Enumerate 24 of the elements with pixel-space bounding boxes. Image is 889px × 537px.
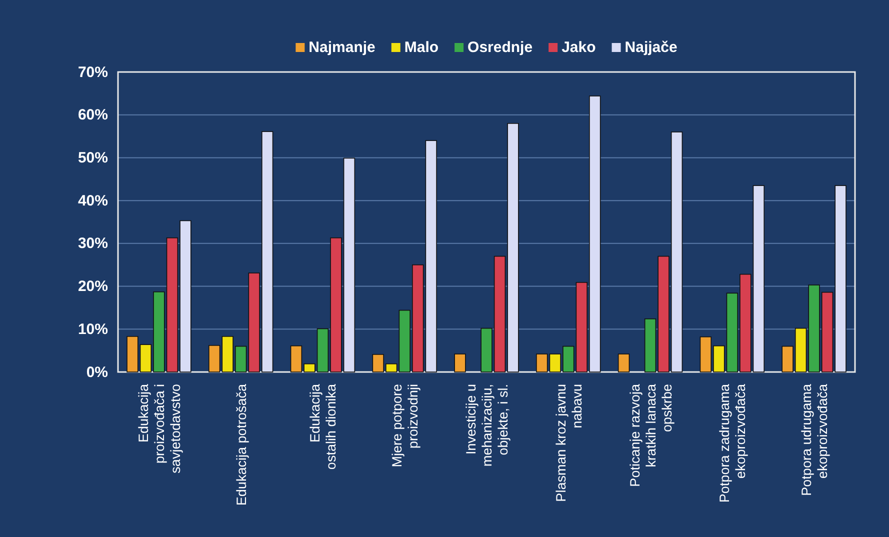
legend-label: Najmanje [308, 39, 376, 56]
y-tick-label: 60% [78, 106, 108, 124]
y-tick-label: 0% [86, 364, 108, 381]
y-tick-label: 10% [78, 320, 108, 338]
x-tick-label: Edukacija ostalih dionika [308, 384, 339, 470]
bar [536, 354, 548, 372]
legend-label: Najjače [624, 39, 678, 56]
x-tick-label: Plasman kroz javnu nabavu [553, 384, 584, 502]
y-tick-label: 30% [78, 235, 108, 252]
legend-label: Osrednje [468, 39, 533, 56]
x-tick-label: Edukacija potrošača [234, 384, 249, 506]
legend-label: Malo [404, 39, 439, 56]
y-tick-label: 40% [78, 192, 108, 210]
x-tick-label: Edukacija proizvođača i savjetodavstvo [136, 384, 183, 474]
x-tick-label: Mjere potpore proizvodnji [390, 384, 421, 468]
bar [618, 354, 630, 372]
bar [454, 354, 466, 372]
y-tick-label: 20% [78, 278, 108, 296]
legend-label: Jako [562, 39, 596, 56]
y-tick-label: 70% [78, 64, 108, 81]
x-tick-label: Investicije u mehanizaciju, objekte, i sl. [464, 384, 510, 467]
bar [425, 140, 437, 372]
x-tick-label: Poticanje razvoja kratkih lanaca opskrbe [627, 384, 674, 487]
y-tick-label: 50% [78, 150, 108, 167]
